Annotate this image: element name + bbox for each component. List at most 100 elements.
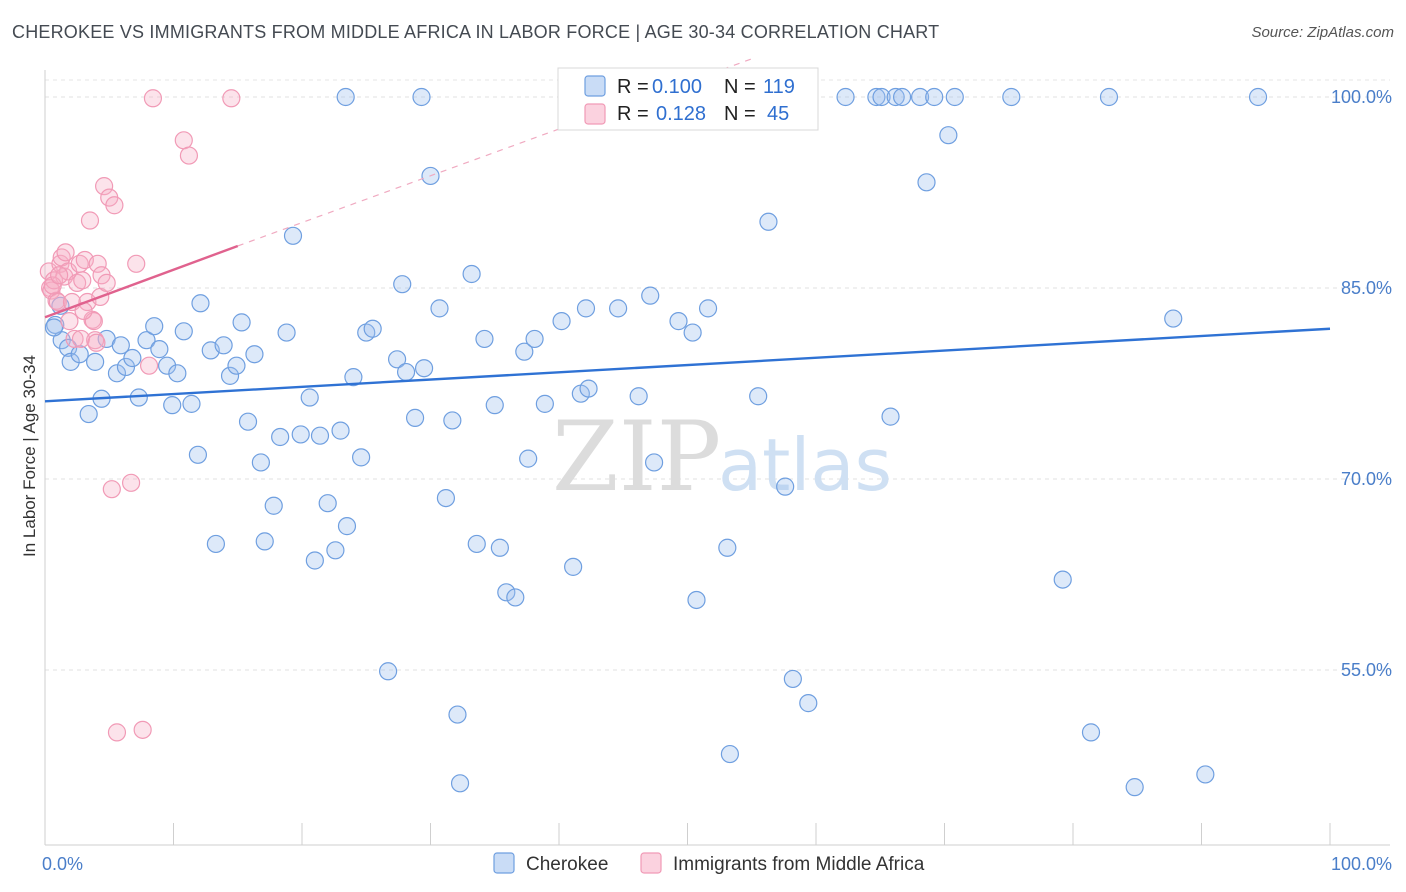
watermark-atlas: atlas xyxy=(718,423,892,507)
y-axis-label: In Labor Force | Age 30-34 xyxy=(20,355,39,557)
data-point-cherokee xyxy=(519,449,538,468)
data-point-cherokee xyxy=(220,366,240,385)
data-point-middle-africa xyxy=(65,329,84,349)
y-tick-labels: 55.0% 70.0% 85.0% 100.0% xyxy=(1331,87,1392,680)
data-point-cherokee xyxy=(836,87,855,107)
data-point-cherokee xyxy=(264,496,283,515)
data-point-cherokee xyxy=(227,356,246,375)
legend-n-value-2: 45 xyxy=(767,103,789,125)
data-point-cherokee xyxy=(609,299,628,318)
data-point-cherokee xyxy=(70,345,89,364)
data-point-cherokee xyxy=(111,336,130,355)
gridlines xyxy=(45,79,1390,671)
data-point-cherokee xyxy=(436,489,456,508)
legend-r-value-2: 0.128 xyxy=(656,103,706,125)
bottom-legend-swatch-cherokee xyxy=(493,852,515,874)
y-tick-label: 70.0% xyxy=(1341,469,1392,489)
data-point-cherokee xyxy=(892,87,912,107)
data-point-cherokee xyxy=(939,126,958,145)
data-point-cherokee xyxy=(462,264,481,284)
legend-r-label-2: R = xyxy=(617,103,649,125)
data-point-cherokee xyxy=(191,294,210,313)
data-point-cherokee xyxy=(485,396,504,415)
data-point-cherokee xyxy=(344,368,363,387)
data-point-cherokee xyxy=(910,87,930,107)
data-point-cherokee xyxy=(525,329,544,349)
data-point-cherokee xyxy=(576,299,596,318)
data-point-cherokee xyxy=(59,338,78,357)
data-point-middle-africa xyxy=(143,89,163,108)
data-point-cherokee xyxy=(450,774,470,793)
data-point-cherokee xyxy=(393,275,412,294)
series-cherokee-points xyxy=(44,87,1268,797)
data-point-middle-africa xyxy=(179,146,199,165)
data-point-cherokee xyxy=(430,299,449,318)
data-point-cherokee xyxy=(206,534,226,554)
data-point-cherokee xyxy=(881,407,900,426)
data-point-cherokee xyxy=(644,453,664,472)
data-point-cherokee xyxy=(783,669,802,689)
axes xyxy=(44,70,1390,846)
data-point-cherokee xyxy=(378,662,398,681)
data-point-cherokee xyxy=(174,322,193,341)
legend-r-value-1: 0.100 xyxy=(652,76,702,98)
data-point-middle-africa xyxy=(105,196,124,215)
x-tick-label: 0.0% xyxy=(42,854,83,874)
data-point-middle-africa xyxy=(133,720,152,739)
data-point-cherokee xyxy=(490,538,509,557)
data-point-cherokee xyxy=(443,411,462,430)
data-point-cherokee xyxy=(232,313,251,332)
data-point-cherokee xyxy=(405,408,425,427)
data-point-middle-africa xyxy=(43,276,62,295)
x-tick-label: 100.0% xyxy=(1331,854,1392,874)
data-point-cherokee xyxy=(687,590,706,610)
data-point-cherokee xyxy=(475,329,494,349)
data-point-cherokee xyxy=(305,551,324,570)
data-point-cherokee xyxy=(363,319,382,338)
source-attribution: Source: ZipAtlas.com xyxy=(1251,24,1394,41)
data-point-middle-africa xyxy=(95,177,114,196)
series-middle-africa-points xyxy=(39,89,241,742)
data-point-middle-africa xyxy=(127,254,146,273)
data-point-cherokee xyxy=(255,532,274,551)
data-point-cherokee xyxy=(718,538,737,557)
data-point-cherokee xyxy=(629,387,648,406)
data-point-cherokee xyxy=(44,318,64,337)
data-point-cherokee xyxy=(867,87,886,107)
data-point-cherokee xyxy=(776,477,795,496)
data-point-cherokee xyxy=(497,583,516,602)
data-point-cherokee xyxy=(886,87,905,107)
data-point-cherokee xyxy=(414,359,434,378)
data-point-cherokee xyxy=(145,317,164,336)
data-point-cherokee xyxy=(238,412,258,431)
data-point-cherokee xyxy=(188,445,208,464)
data-point-cherokee xyxy=(326,541,345,560)
data-point-cherokee xyxy=(251,453,270,472)
data-point-middle-africa xyxy=(222,89,241,108)
data-point-cherokee xyxy=(336,87,355,107)
data-point-middle-africa xyxy=(88,254,107,273)
data-point-cherokee xyxy=(506,588,525,607)
data-point-cherokee xyxy=(300,388,319,407)
data-point-middle-africa xyxy=(48,292,67,312)
trend-line-cherokee xyxy=(44,327,1331,403)
data-point-cherokee xyxy=(579,379,598,398)
y-tick-label: 55.0% xyxy=(1341,660,1392,680)
data-point-cherokee xyxy=(1196,765,1215,784)
data-point-cherokee xyxy=(448,705,467,724)
data-point-cherokee xyxy=(157,356,177,375)
legend-n-value-1: 119 xyxy=(763,76,795,98)
trend-line-middle-africa xyxy=(44,244,239,319)
data-point-cherokee xyxy=(1125,778,1144,797)
data-point-cherokee xyxy=(749,387,768,406)
data-point-cherokee xyxy=(925,87,944,107)
watermark: ZIP atlas xyxy=(552,401,892,513)
data-point-middle-africa xyxy=(102,480,121,499)
data-point-cherokee xyxy=(872,87,891,107)
data-point-middle-africa xyxy=(87,333,106,352)
watermark-zip: ZIP xyxy=(552,401,721,513)
data-point-cherokee xyxy=(352,448,371,467)
data-point-cherokee xyxy=(552,312,571,331)
data-point-cherokee xyxy=(331,421,350,440)
legend-swatch-middle-africa xyxy=(584,103,606,125)
